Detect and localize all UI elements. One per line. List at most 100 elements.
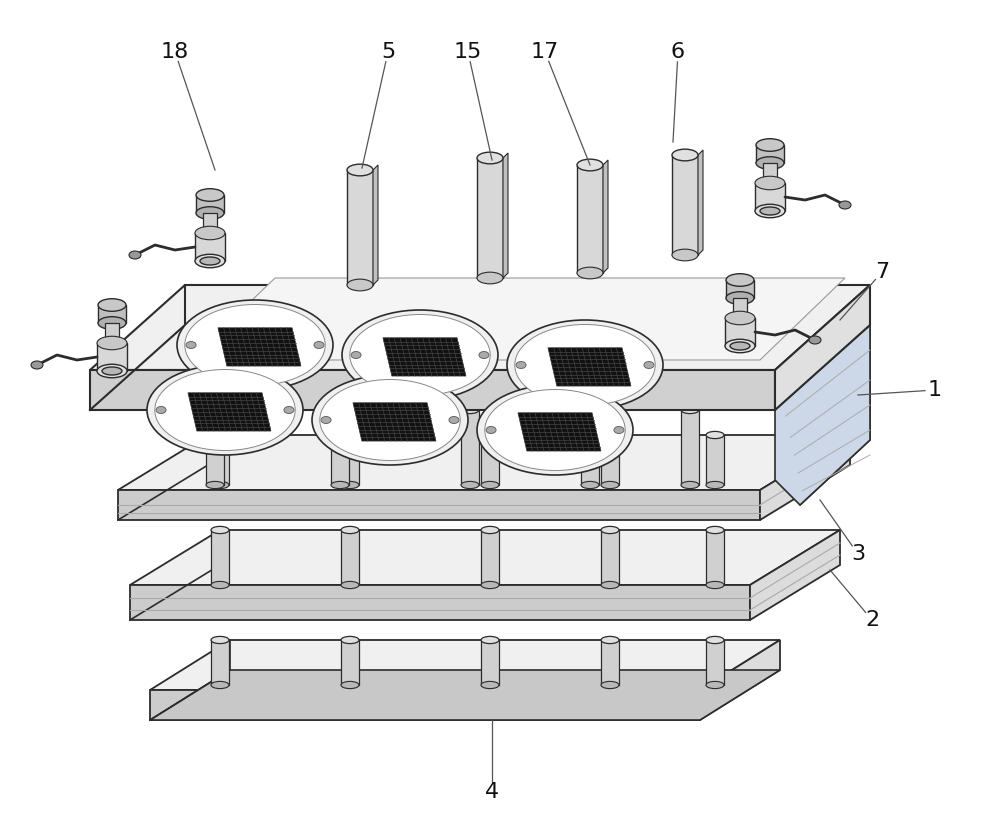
Ellipse shape — [706, 582, 724, 588]
Text: 6: 6 — [671, 42, 685, 62]
Polygon shape — [196, 195, 224, 213]
Polygon shape — [211, 530, 229, 585]
Polygon shape — [755, 183, 785, 211]
Ellipse shape — [185, 304, 325, 385]
Polygon shape — [383, 338, 466, 376]
Ellipse shape — [730, 342, 750, 350]
Polygon shape — [353, 403, 436, 441]
Ellipse shape — [196, 207, 224, 220]
Polygon shape — [341, 435, 359, 485]
Ellipse shape — [581, 481, 599, 489]
Polygon shape — [601, 435, 619, 485]
Ellipse shape — [755, 176, 785, 189]
Polygon shape — [518, 413, 601, 451]
Polygon shape — [548, 348, 631, 386]
Ellipse shape — [601, 636, 619, 644]
Polygon shape — [756, 145, 784, 163]
Ellipse shape — [97, 336, 127, 349]
Polygon shape — [706, 435, 724, 485]
Ellipse shape — [477, 272, 503, 284]
Ellipse shape — [706, 526, 724, 534]
Ellipse shape — [760, 207, 780, 215]
Polygon shape — [190, 278, 845, 360]
Polygon shape — [203, 213, 217, 233]
Ellipse shape — [809, 336, 821, 344]
Ellipse shape — [186, 342, 196, 349]
Ellipse shape — [706, 481, 724, 489]
Ellipse shape — [312, 375, 468, 465]
Polygon shape — [206, 410, 224, 485]
Ellipse shape — [681, 406, 699, 414]
Ellipse shape — [155, 370, 295, 451]
Ellipse shape — [341, 681, 359, 689]
Ellipse shape — [577, 267, 603, 279]
Ellipse shape — [516, 361, 526, 369]
Polygon shape — [150, 690, 700, 720]
Polygon shape — [775, 285, 870, 505]
Ellipse shape — [341, 582, 359, 588]
Text: 3: 3 — [851, 544, 865, 564]
Polygon shape — [698, 150, 703, 255]
Polygon shape — [188, 393, 271, 431]
Ellipse shape — [726, 274, 754, 287]
Ellipse shape — [331, 481, 349, 489]
Polygon shape — [90, 370, 775, 410]
Ellipse shape — [350, 314, 490, 396]
Polygon shape — [118, 435, 850, 490]
Ellipse shape — [461, 481, 479, 489]
Polygon shape — [118, 490, 760, 520]
Ellipse shape — [211, 636, 229, 644]
Ellipse shape — [195, 226, 225, 240]
Ellipse shape — [755, 204, 785, 218]
Ellipse shape — [206, 481, 224, 489]
Ellipse shape — [314, 342, 324, 349]
Ellipse shape — [725, 339, 755, 353]
Polygon shape — [481, 435, 499, 485]
Ellipse shape — [644, 361, 654, 369]
Polygon shape — [733, 298, 747, 318]
Text: 4: 4 — [485, 782, 499, 802]
Polygon shape — [750, 530, 840, 620]
Polygon shape — [581, 410, 599, 485]
Ellipse shape — [147, 365, 303, 455]
Ellipse shape — [507, 320, 663, 410]
Ellipse shape — [672, 249, 698, 261]
Ellipse shape — [129, 251, 141, 259]
Polygon shape — [603, 160, 608, 273]
Polygon shape — [577, 165, 603, 273]
Polygon shape — [461, 410, 479, 485]
Ellipse shape — [725, 311, 755, 325]
Ellipse shape — [211, 526, 229, 534]
Ellipse shape — [601, 526, 619, 534]
Text: 1: 1 — [928, 380, 942, 400]
Polygon shape — [706, 640, 724, 685]
Ellipse shape — [577, 159, 603, 171]
Ellipse shape — [341, 636, 359, 644]
Polygon shape — [373, 165, 378, 285]
Ellipse shape — [206, 406, 224, 414]
Ellipse shape — [481, 636, 499, 644]
Polygon shape — [90, 285, 870, 370]
Ellipse shape — [756, 157, 784, 169]
Text: 7: 7 — [875, 262, 889, 282]
Ellipse shape — [481, 681, 499, 689]
Polygon shape — [331, 410, 349, 485]
Ellipse shape — [479, 351, 489, 359]
Polygon shape — [105, 323, 119, 343]
Polygon shape — [150, 670, 780, 720]
Ellipse shape — [284, 406, 294, 413]
Ellipse shape — [756, 139, 784, 152]
Polygon shape — [725, 318, 755, 346]
Ellipse shape — [31, 361, 43, 369]
Polygon shape — [218, 328, 301, 366]
Ellipse shape — [706, 432, 724, 438]
Polygon shape — [503, 153, 508, 278]
Polygon shape — [706, 530, 724, 585]
Ellipse shape — [481, 526, 499, 534]
Polygon shape — [601, 640, 619, 685]
Polygon shape — [775, 285, 870, 410]
Ellipse shape — [449, 416, 459, 423]
Polygon shape — [211, 640, 229, 685]
Ellipse shape — [601, 681, 619, 689]
Polygon shape — [150, 640, 780, 690]
